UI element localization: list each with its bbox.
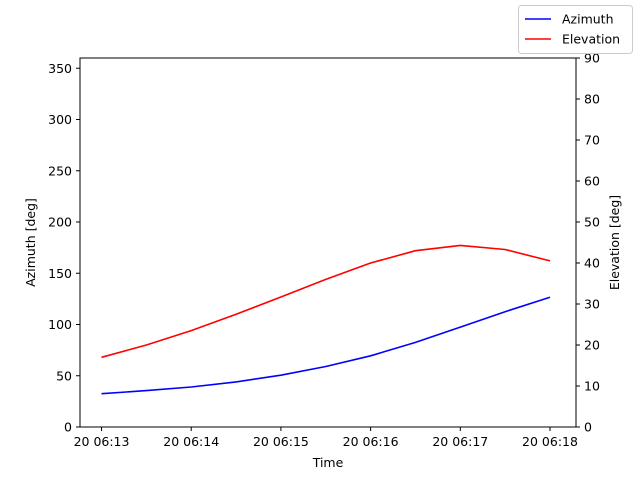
right-tick-label: 50 bbox=[584, 215, 600, 230]
left-axis: 0 50 100 150 200 250 300 350 bbox=[48, 61, 80, 435]
left-axis-title: Azimuth [deg] bbox=[23, 198, 38, 287]
x-tick-label: 20 06:14 bbox=[163, 434, 219, 449]
series-layer: 06:13:00 32.506:13:30 35.506:14:00 3906:… bbox=[101, 244, 551, 395]
right-tick-label: 60 bbox=[584, 174, 600, 189]
legend-label-elevation: Elevation bbox=[562, 32, 620, 47]
x-tick-label: 20 06:18 bbox=[522, 434, 578, 449]
legend-box bbox=[518, 5, 633, 54]
left-tick-label: 350 bbox=[48, 61, 72, 76]
legend-label-azimuth: Azimuth bbox=[562, 12, 614, 27]
right-axis: 0 10 20 30 40 50 60 70 80 90 bbox=[576, 51, 600, 435]
x-axis-title: Time bbox=[312, 455, 344, 470]
right-tick-label: 10 bbox=[584, 379, 600, 394]
right-tick-label: 0 bbox=[584, 420, 592, 435]
series-line-elevation bbox=[101, 244, 551, 359]
right-tick-label: 40 bbox=[584, 256, 600, 271]
right-axis-title: Elevation [deg] bbox=[607, 195, 622, 290]
left-tick-label: 150 bbox=[48, 266, 72, 281]
x-tick-label: 20 06:17 bbox=[432, 434, 488, 449]
left-tick-label: 300 bbox=[48, 112, 72, 127]
x-tick-label: 20 06:16 bbox=[343, 434, 399, 449]
right-tick-label: 70 bbox=[584, 133, 600, 148]
x-axis: 20 06:13 20 06:14 20 06:15 20 06:16 20 06:17… bbox=[74, 427, 578, 449]
right-tick-label: 30 bbox=[584, 297, 600, 312]
series-line-azimuth bbox=[101, 296, 551, 395]
left-tick-label: 0 bbox=[64, 420, 72, 435]
left-tick-label: 100 bbox=[48, 317, 72, 332]
left-tick-label: 250 bbox=[48, 163, 72, 178]
right-tick-label: 90 bbox=[584, 51, 600, 66]
plot-frame bbox=[79, 57, 577, 428]
legend: Azimuth Elevation bbox=[518, 5, 633, 54]
right-tick-label: 20 bbox=[584, 338, 600, 353]
x-tick-label: 20 06:15 bbox=[253, 434, 309, 449]
left-tick-label: 50 bbox=[56, 368, 72, 383]
left-tick-label: 200 bbox=[48, 215, 72, 230]
x-tick-label: 20 06:13 bbox=[74, 434, 130, 449]
right-tick-label: 80 bbox=[584, 92, 600, 107]
